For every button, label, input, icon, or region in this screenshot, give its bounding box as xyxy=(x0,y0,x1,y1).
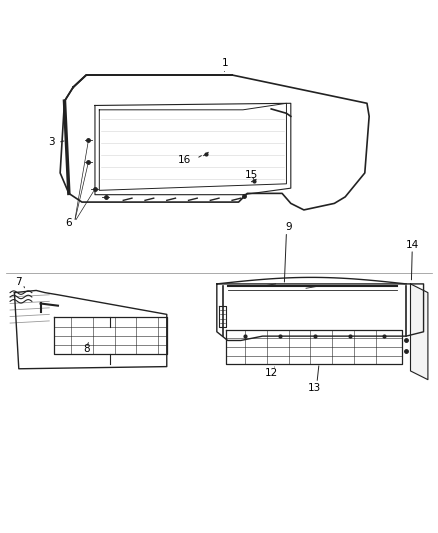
Text: 6: 6 xyxy=(66,218,72,228)
Text: 12: 12 xyxy=(265,368,278,378)
Text: 16: 16 xyxy=(177,155,191,165)
Text: 15: 15 xyxy=(245,170,258,180)
Polygon shape xyxy=(410,284,428,379)
Text: 14: 14 xyxy=(406,240,419,250)
Text: 8: 8 xyxy=(83,344,89,354)
Text: 1: 1 xyxy=(222,59,229,68)
Text: 7: 7 xyxy=(15,277,22,287)
Text: 9: 9 xyxy=(285,222,292,232)
Text: 13: 13 xyxy=(308,383,321,393)
Text: 3: 3 xyxy=(48,138,55,148)
